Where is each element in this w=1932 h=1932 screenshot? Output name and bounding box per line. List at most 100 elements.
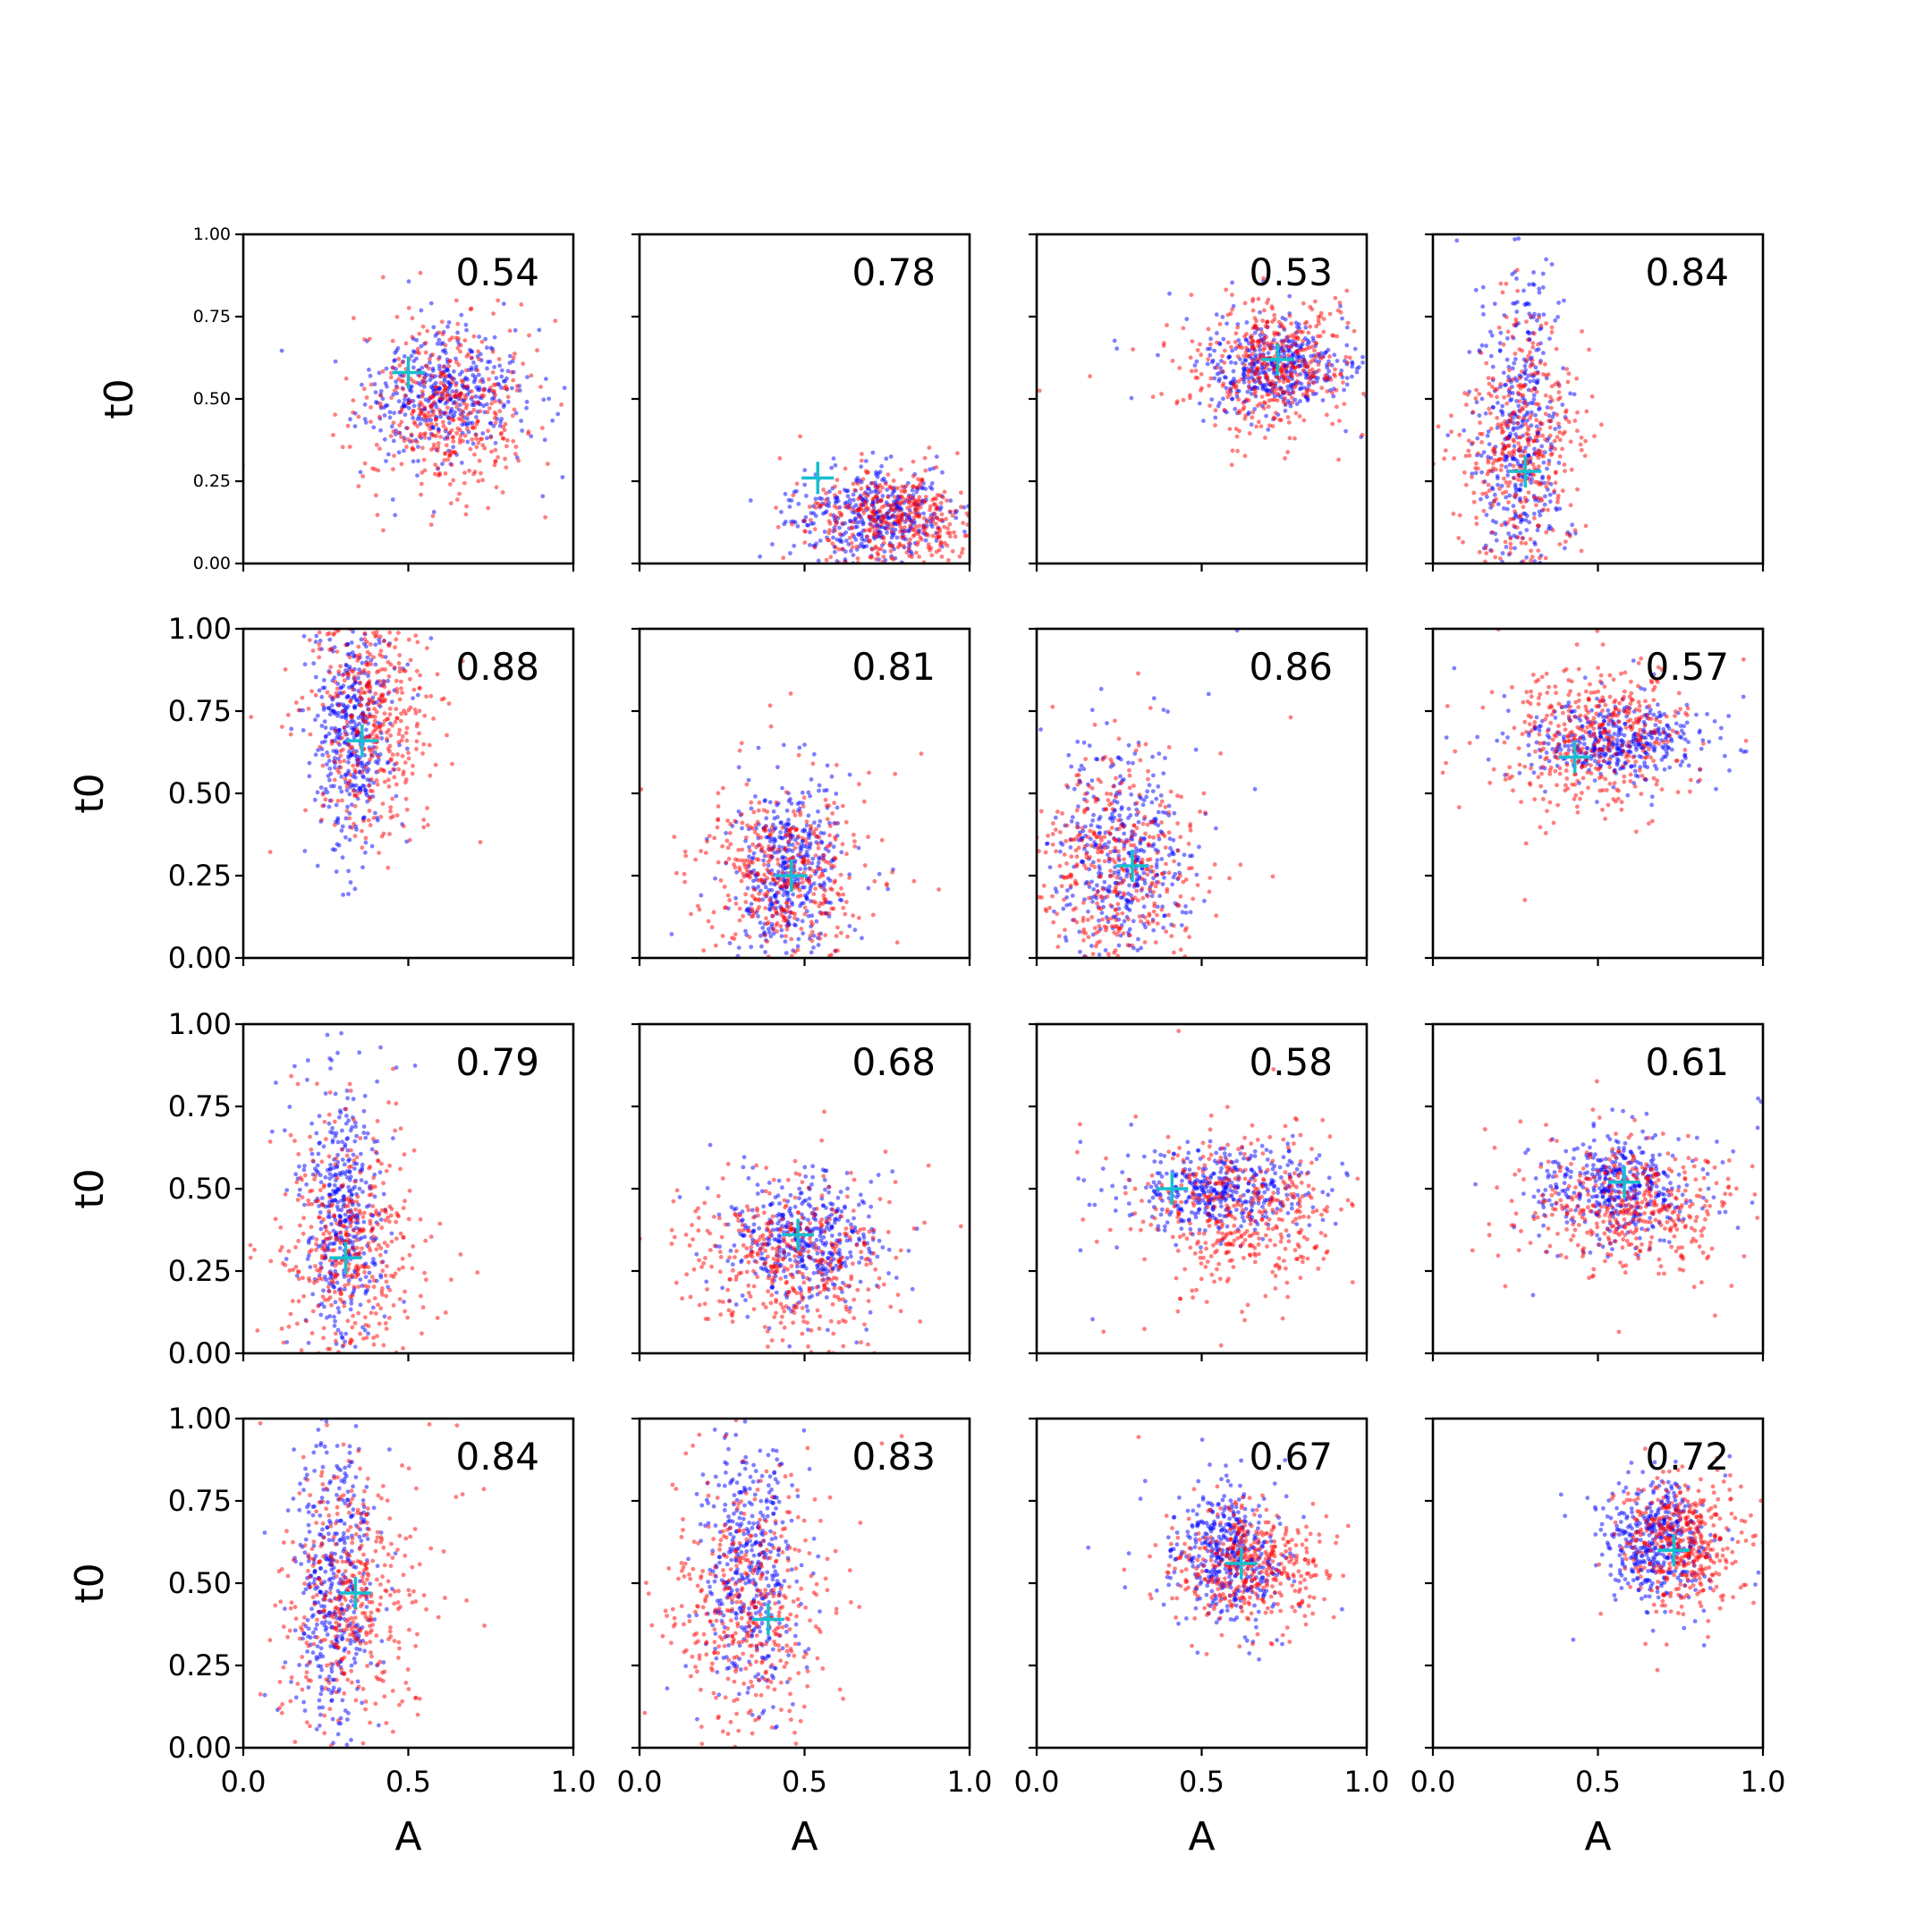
blue-point bbox=[1527, 301, 1531, 307]
red-point bbox=[380, 723, 386, 727]
red-point bbox=[1505, 521, 1510, 525]
blue-point bbox=[1467, 350, 1472, 354]
red-point bbox=[841, 905, 846, 911]
red-point bbox=[928, 515, 933, 521]
red-point bbox=[1499, 421, 1504, 427]
red-point bbox=[471, 408, 477, 412]
red-point bbox=[338, 749, 343, 754]
red-point bbox=[335, 799, 341, 803]
blue-point bbox=[1550, 414, 1555, 419]
red-point bbox=[394, 686, 399, 691]
blue-point bbox=[1540, 476, 1545, 481]
red-point bbox=[1174, 401, 1180, 406]
red-point bbox=[396, 661, 402, 665]
blue-point bbox=[1479, 396, 1485, 402]
red-point bbox=[750, 870, 755, 876]
red-point bbox=[1436, 424, 1441, 429]
blue-point bbox=[1241, 372, 1246, 377]
red-point bbox=[863, 504, 869, 510]
blue-point bbox=[1218, 366, 1224, 370]
red-point bbox=[1288, 372, 1293, 377]
red-point bbox=[1231, 381, 1236, 386]
red-point bbox=[898, 529, 902, 534]
blue-point bbox=[744, 908, 750, 913]
blue-point bbox=[417, 394, 421, 399]
red-point bbox=[1208, 342, 1213, 347]
red-point bbox=[399, 711, 403, 716]
blue-point bbox=[505, 399, 511, 404]
blue-point bbox=[1499, 483, 1504, 488]
red-point bbox=[1517, 465, 1522, 470]
y-tick-label: 0.75 bbox=[168, 694, 232, 728]
red-point bbox=[378, 692, 384, 698]
blue-point bbox=[1537, 290, 1542, 295]
blue-point bbox=[318, 639, 323, 643]
blue-point bbox=[367, 368, 371, 372]
red-point bbox=[898, 494, 903, 499]
red-point bbox=[519, 302, 524, 307]
blue-point bbox=[809, 511, 814, 515]
red-point bbox=[1309, 344, 1315, 350]
blue-point bbox=[465, 439, 470, 445]
blue-point bbox=[431, 325, 436, 330]
red-point bbox=[1316, 318, 1321, 323]
red-point bbox=[317, 630, 322, 635]
blue-point bbox=[948, 498, 953, 504]
red-point bbox=[1452, 456, 1456, 461]
red-point bbox=[898, 525, 903, 530]
red-point bbox=[889, 555, 894, 561]
blue-point bbox=[447, 420, 452, 426]
red-point bbox=[1579, 447, 1584, 453]
blue-point bbox=[852, 928, 858, 933]
red-point bbox=[340, 735, 344, 741]
red-point bbox=[709, 925, 715, 930]
blue-point bbox=[829, 774, 835, 779]
red-point bbox=[400, 753, 405, 758]
red-point bbox=[419, 481, 424, 487]
blue-point bbox=[459, 312, 464, 318]
blue-point bbox=[1479, 496, 1483, 502]
red-point bbox=[409, 399, 413, 403]
blue-point bbox=[788, 797, 792, 801]
blue-point bbox=[934, 454, 939, 459]
red-point bbox=[1236, 379, 1241, 384]
red-point bbox=[1508, 536, 1513, 541]
blue-point bbox=[343, 716, 349, 721]
red-point bbox=[833, 835, 837, 840]
red-point bbox=[903, 484, 909, 488]
red-point bbox=[1497, 487, 1502, 491]
red-point bbox=[1471, 499, 1477, 504]
red-point bbox=[344, 720, 350, 724]
red-point bbox=[749, 800, 754, 805]
blue-point bbox=[1505, 473, 1511, 478]
red-point bbox=[922, 455, 928, 461]
red-point bbox=[310, 648, 316, 653]
blue-point bbox=[307, 760, 312, 766]
blue-point bbox=[1331, 394, 1336, 399]
red-point bbox=[935, 493, 940, 497]
red-point bbox=[421, 457, 427, 462]
red-point bbox=[1330, 421, 1335, 427]
blue-point bbox=[353, 775, 358, 780]
red-point bbox=[377, 696, 382, 701]
red-point bbox=[1308, 324, 1313, 329]
blue-point bbox=[1208, 352, 1213, 358]
red-point bbox=[430, 513, 436, 519]
blue-point bbox=[477, 335, 481, 339]
red-point bbox=[937, 529, 942, 534]
red-point bbox=[1561, 431, 1565, 436]
blue-point bbox=[1360, 360, 1365, 365]
red-point bbox=[459, 417, 463, 422]
blue-point bbox=[788, 551, 792, 555]
red-point bbox=[406, 756, 411, 761]
red-point bbox=[491, 382, 496, 387]
red-point bbox=[461, 379, 465, 385]
red-point bbox=[1503, 445, 1508, 450]
red-point bbox=[474, 445, 479, 450]
red-point bbox=[880, 519, 886, 524]
red-point bbox=[1345, 360, 1350, 365]
blue-point bbox=[1260, 385, 1266, 390]
blue-point bbox=[498, 419, 504, 425]
blue-point bbox=[884, 456, 889, 462]
blue-point bbox=[1470, 471, 1475, 476]
